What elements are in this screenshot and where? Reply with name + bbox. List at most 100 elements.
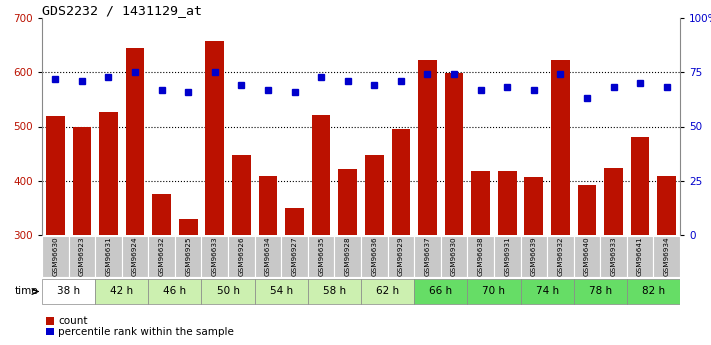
Bar <box>68 236 95 277</box>
Bar <box>392 129 410 235</box>
Text: GSM96641: GSM96641 <box>637 237 643 276</box>
Text: 42 h: 42 h <box>110 286 134 296</box>
Text: GSM96926: GSM96926 <box>238 237 245 276</box>
Bar <box>600 236 627 277</box>
Text: GSM96634: GSM96634 <box>265 237 271 276</box>
Text: 74 h: 74 h <box>535 286 559 296</box>
Bar <box>175 236 201 277</box>
Bar <box>232 155 251 235</box>
Bar <box>308 279 361 304</box>
Text: GSM96934: GSM96934 <box>663 237 670 276</box>
Bar <box>387 236 415 277</box>
Bar <box>471 171 490 235</box>
Text: GSM96640: GSM96640 <box>584 237 590 276</box>
Bar <box>338 169 357 235</box>
Bar <box>365 155 384 235</box>
Text: GSM96927: GSM96927 <box>292 237 297 276</box>
Text: 66 h: 66 h <box>429 286 452 296</box>
Text: 54 h: 54 h <box>269 286 293 296</box>
Text: GSM96632: GSM96632 <box>159 237 165 276</box>
Text: GSM96639: GSM96639 <box>531 237 537 276</box>
Text: GSM96637: GSM96637 <box>424 237 430 276</box>
Text: 50 h: 50 h <box>217 286 240 296</box>
Text: GSM96638: GSM96638 <box>478 237 483 276</box>
Bar <box>259 176 277 235</box>
Bar <box>95 279 149 304</box>
Bar <box>334 236 361 277</box>
Bar <box>525 177 543 235</box>
Text: 70 h: 70 h <box>483 286 506 296</box>
Bar <box>631 137 649 235</box>
Bar <box>551 60 570 235</box>
Bar <box>574 236 600 277</box>
Text: GSM96931: GSM96931 <box>504 237 510 276</box>
Text: GSM96923: GSM96923 <box>79 237 85 276</box>
Text: 46 h: 46 h <box>164 286 186 296</box>
Bar <box>547 236 574 277</box>
Text: GSM96932: GSM96932 <box>557 237 563 276</box>
Text: 78 h: 78 h <box>589 286 611 296</box>
Bar <box>361 236 387 277</box>
Text: 62 h: 62 h <box>376 286 399 296</box>
Text: GSM96631: GSM96631 <box>105 237 112 276</box>
Text: GSM96925: GSM96925 <box>185 237 191 276</box>
Bar <box>418 60 437 235</box>
Text: GSM96929: GSM96929 <box>398 237 404 276</box>
Bar <box>228 236 255 277</box>
Bar <box>255 236 282 277</box>
Bar <box>520 236 547 277</box>
Bar <box>658 176 676 235</box>
Bar <box>179 219 198 235</box>
Bar <box>441 236 467 277</box>
Text: GSM96636: GSM96636 <box>371 237 378 276</box>
Bar <box>122 236 149 277</box>
Text: GSM96633: GSM96633 <box>212 237 218 276</box>
Bar <box>627 236 653 277</box>
Bar <box>149 279 201 304</box>
Bar <box>415 279 467 304</box>
Bar <box>361 279 415 304</box>
Text: 58 h: 58 h <box>323 286 346 296</box>
Bar <box>255 279 308 304</box>
Bar <box>42 236 68 277</box>
Bar <box>201 236 228 277</box>
Bar <box>285 208 304 235</box>
Bar <box>494 236 520 277</box>
Bar <box>282 236 308 277</box>
Bar <box>312 115 331 235</box>
Text: GSM96635: GSM96635 <box>318 237 324 276</box>
Text: percentile rank within the sample: percentile rank within the sample <box>58 327 234 337</box>
Bar <box>445 73 464 235</box>
Text: count: count <box>58 316 88 326</box>
Bar <box>308 236 334 277</box>
Bar <box>467 279 520 304</box>
Text: GSM96924: GSM96924 <box>132 237 138 276</box>
Text: time: time <box>15 286 38 296</box>
Bar <box>604 168 623 235</box>
Text: GSM96630: GSM96630 <box>53 237 58 276</box>
Bar <box>205 41 224 235</box>
Bar <box>126 48 144 235</box>
Bar <box>201 279 255 304</box>
Bar <box>95 236 122 277</box>
Text: 82 h: 82 h <box>642 286 665 296</box>
Bar <box>498 171 516 235</box>
Bar <box>574 279 627 304</box>
Text: GSM96928: GSM96928 <box>345 237 351 276</box>
Bar <box>99 112 118 235</box>
Bar <box>152 194 171 235</box>
Bar <box>46 116 65 235</box>
Bar <box>627 279 680 304</box>
Bar <box>577 185 597 235</box>
Bar <box>73 127 91 235</box>
Bar <box>42 279 95 304</box>
Bar <box>520 279 574 304</box>
Bar <box>653 236 680 277</box>
Text: GSM96933: GSM96933 <box>611 237 616 276</box>
Text: 38 h: 38 h <box>57 286 80 296</box>
Text: GSM96930: GSM96930 <box>451 237 457 276</box>
Text: GDS2232 / 1431129_at: GDS2232 / 1431129_at <box>42 4 202 17</box>
Bar <box>415 236 441 277</box>
Bar <box>467 236 494 277</box>
Bar <box>149 236 175 277</box>
